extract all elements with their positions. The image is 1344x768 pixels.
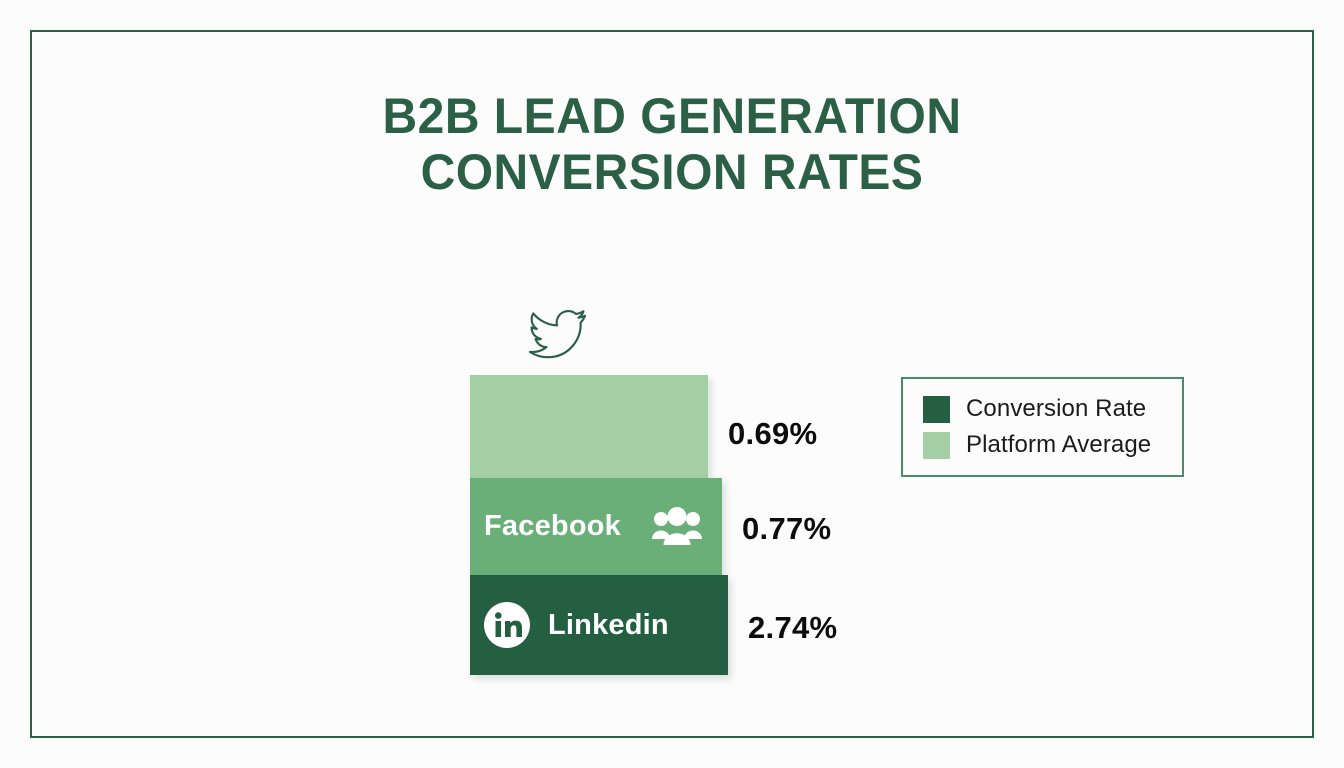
bar-row-facebook: Facebook 0.77% [470, 478, 831, 575]
bar-value-twitter: 0.69% [728, 416, 818, 451]
chart-legend: Conversion Rate Platform Average [901, 377, 1184, 477]
bar-facebook[interactable]: Facebook [470, 478, 722, 575]
legend-item-platform-average[interactable]: Platform Average [923, 427, 1166, 463]
bar-value-facebook: 0.77% [742, 511, 832, 546]
page-title: B2B LEAD GENERATION CONVERSION RATES [27, 88, 1317, 200]
conversion-rate-swatch [923, 395, 950, 423]
people-group-icon [651, 506, 703, 547]
bar-label-facebook: Facebook [484, 510, 621, 542]
platform-average-swatch [923, 431, 950, 459]
bar-row-linkedin: Linkedin 2.74% [470, 575, 837, 675]
legend-label-conversion-rate: Conversion Rate [966, 395, 1147, 422]
bar-value-linkedin: 2.74% [748, 610, 838, 645]
bar-linkedin[interactable]: Linkedin [470, 575, 728, 675]
page-title-line-1: B2B LEAD GENERATION [382, 88, 962, 144]
linkedin-in-icon [484, 602, 530, 648]
bar-chart: 0.69% Facebook 0.77% [470, 309, 837, 675]
bar-label-linkedin: Linkedin [548, 608, 669, 641]
twitter-bird-icon [528, 307, 588, 363]
legend-item-conversion-rate[interactable]: Conversion Rate [923, 391, 1166, 427]
bar-twitter[interactable] [470, 309, 708, 478]
bar-row-twitter: 0.69% [470, 309, 817, 478]
legend-label-platform-average: Platform Average [966, 431, 1152, 458]
page-title-line-2: CONVERSION RATES [420, 144, 924, 200]
